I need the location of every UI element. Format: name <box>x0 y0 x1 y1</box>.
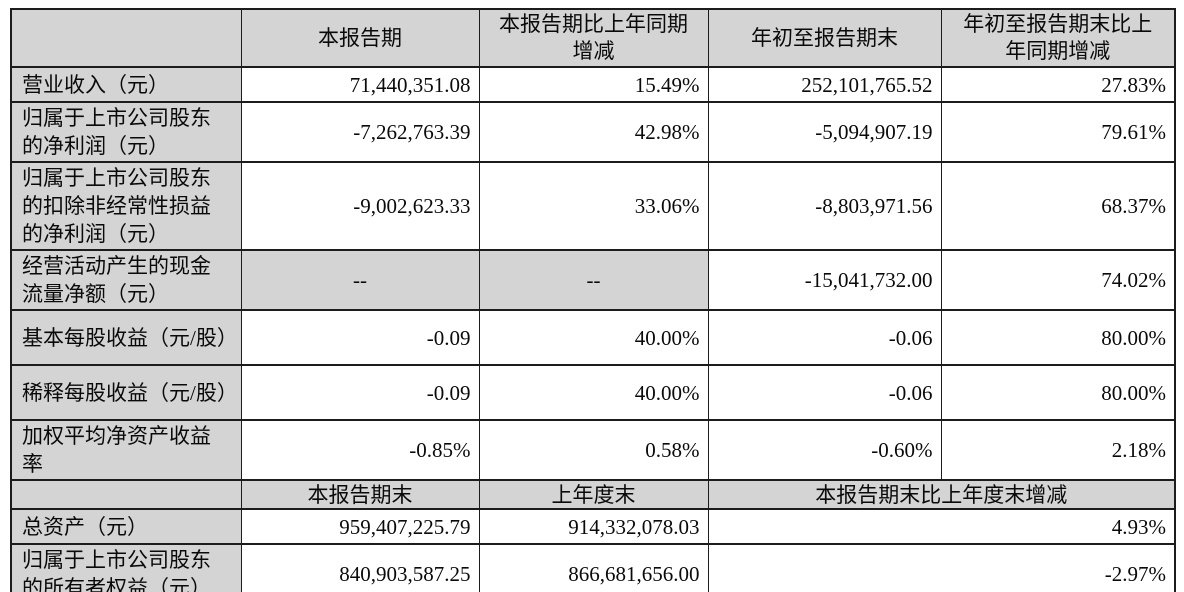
header-ytd: 年初至报告期末 <box>707 8 942 68</box>
cell-value-na: -- <box>240 249 480 311</box>
cell-value: -9,002,623.33 <box>240 161 480 251</box>
second-header-prior-year-end: 上年度末 <box>478 479 709 510</box>
second-header-period-end: 本报告期末 <box>240 479 480 510</box>
table-row-basic-eps: 基本每股收益（元/股） -0.09 40.00% -0.06 80.00% <box>10 309 1176 366</box>
cell-value: 42.98% <box>478 101 709 163</box>
cell-value: -0.09 <box>240 364 480 421</box>
cell-value: -2.97% <box>707 543 1176 592</box>
cell-value: 71,440,351.08 <box>240 66 480 103</box>
cell-value: -0.06 <box>707 364 942 421</box>
cell-value: -0.85% <box>240 419 480 481</box>
cell-value: 959,407,225.79 <box>240 508 480 545</box>
second-header-change: 本报告期末比上年度末增减 <box>707 479 1176 510</box>
cell-value-na: -- <box>478 249 709 311</box>
cell-value: 68.37% <box>940 161 1176 251</box>
table-row-equity: 归属于上市公司股东的所有者权益（元） 840,903,587.25 866,68… <box>10 543 1176 592</box>
row-label: 归属于上市公司股东的扣除非经常性损益的净利润（元） <box>10 161 242 251</box>
table-row-weighted-avg-roe: 加权平均净资产收益率 -0.85% 0.58% -0.60% 2.18% <box>10 419 1176 481</box>
cell-value: 914,332,078.03 <box>478 508 709 545</box>
row-label: 经营活动产生的现金流量净额（元） <box>10 249 242 311</box>
table-row-diluted-eps: 稀释每股收益（元/股） -0.09 40.00% -0.06 80.00% <box>10 364 1176 421</box>
key-financials-table: 本报告期 本报告期比上年同期 增减 年初至报告期末 年初至报告期末比上 年同期增… <box>10 8 1176 592</box>
cell-value: 40.00% <box>478 364 709 421</box>
cell-value: -5,094,907.19 <box>707 101 942 163</box>
cell-value: 866,681,656.00 <box>478 543 709 592</box>
table-row-operating-cash-flow: 经营活动产生的现金流量净额（元） -- -- -15,041,732.00 74… <box>10 249 1176 311</box>
table-row-total-assets: 总资产（元） 959,407,225.79 914,332,078.03 4.9… <box>10 508 1176 545</box>
cell-value: 80.00% <box>940 364 1176 421</box>
header-corner-cell <box>10 8 242 68</box>
cell-value: -0.60% <box>707 419 942 481</box>
cell-value: -7,262,763.39 <box>240 101 480 163</box>
cell-value: 74.02% <box>940 249 1176 311</box>
row-label: 营业收入（元） <box>10 66 242 103</box>
table-row-net-profit: 归属于上市公司股东的净利润（元） -7,262,763.39 42.98% -5… <box>10 101 1176 163</box>
cell-value: 15.49% <box>478 66 709 103</box>
cell-value: 80.00% <box>940 309 1176 366</box>
cell-value: 27.83% <box>940 66 1176 103</box>
cell-value: -0.09 <box>240 309 480 366</box>
row-label: 归属于上市公司股东的净利润（元） <box>10 101 242 163</box>
cell-value: 79.61% <box>940 101 1176 163</box>
cell-value: 4.93% <box>707 508 1176 545</box>
cell-value: -15,041,732.00 <box>707 249 942 311</box>
cell-value: 40.00% <box>478 309 709 366</box>
cell-value: 33.06% <box>478 161 709 251</box>
row-label: 加权平均净资产收益率 <box>10 419 242 481</box>
row-label: 基本每股收益（元/股） <box>10 309 242 366</box>
cell-value: -0.06 <box>707 309 942 366</box>
cell-value: -8,803,971.56 <box>707 161 942 251</box>
cell-value: 252,101,765.52 <box>707 66 942 103</box>
row-label: 总资产（元） <box>10 508 242 545</box>
header-current-period-yoy: 本报告期比上年同期 增减 <box>478 8 709 68</box>
row-label: 归属于上市公司股东的所有者权益（元） <box>10 543 242 592</box>
table-row-net-profit-excl-nonrecurring: 归属于上市公司股东的扣除非经常性损益的净利润（元） -9,002,623.33 … <box>10 161 1176 251</box>
header-current-period: 本报告期 <box>240 8 480 68</box>
row-label: 稀释每股收益（元/股） <box>10 364 242 421</box>
header-ytd-yoy: 年初至报告期末比上 年同期增减 <box>940 8 1176 68</box>
table-row-revenue: 营业收入（元） 71,440,351.08 15.49% 252,101,765… <box>10 66 1176 103</box>
cell-value: 2.18% <box>940 419 1176 481</box>
table-header-row: 本报告期 本报告期比上年同期 增减 年初至报告期末 年初至报告期末比上 年同期增… <box>10 8 1176 68</box>
cell-value: 0.58% <box>478 419 709 481</box>
table-second-header-row: 本报告期末 上年度末 本报告期末比上年度末增减 <box>10 479 1176 510</box>
second-header-corner-cell <box>10 479 242 510</box>
cell-value: 840,903,587.25 <box>240 543 480 592</box>
